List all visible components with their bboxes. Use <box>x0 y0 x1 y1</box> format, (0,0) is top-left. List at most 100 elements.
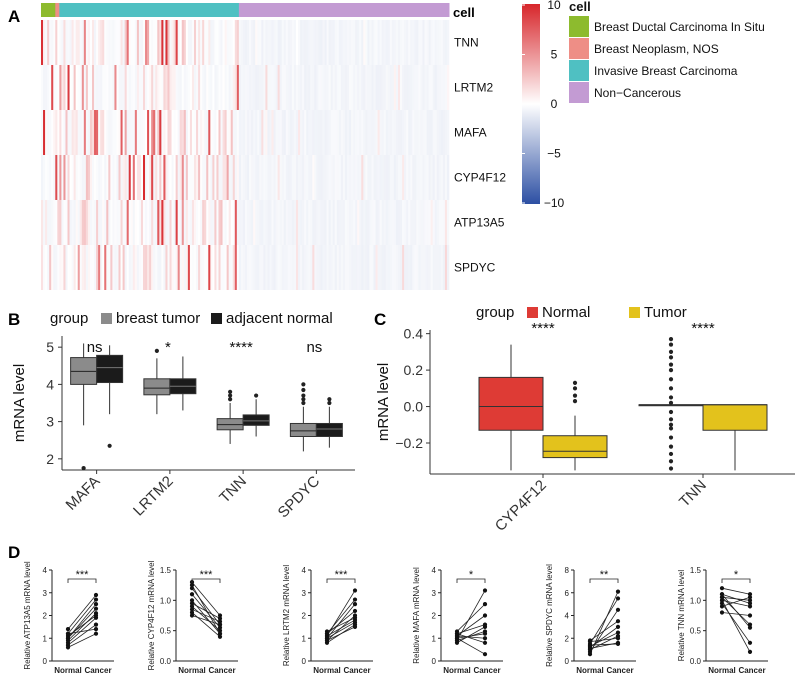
heatmap-annotation-bar <box>41 3 450 17</box>
heatmap-cell <box>53 200 56 245</box>
heatmap-cell <box>385 245 389 290</box>
heatmap-cell <box>318 65 321 110</box>
heatmap-cell <box>147 110 150 155</box>
heatmap-cell <box>363 200 366 245</box>
heatmap-cell <box>73 65 76 110</box>
heatmap-cell <box>151 65 154 110</box>
outlier-point <box>572 393 578 398</box>
heatmap-cell <box>59 65 62 110</box>
heatmap-cell <box>253 245 256 290</box>
pair-point-cancer <box>352 597 358 602</box>
heatmap-cell <box>369 65 372 110</box>
heatmap-cell <box>238 20 242 65</box>
heatmap-cell <box>53 245 56 290</box>
heatmap-cell <box>236 110 240 155</box>
heatmap-cell <box>179 155 183 200</box>
heatmap-cell <box>398 65 401 110</box>
pair-point-cancer <box>482 640 488 645</box>
heatmap-cell <box>200 65 203 110</box>
heatmap-cell <box>402 155 405 200</box>
heatmap-cell <box>145 245 148 290</box>
heatmap-cell <box>251 245 254 290</box>
pair-point-cancer <box>482 652 488 657</box>
pair-point-normal <box>65 631 71 636</box>
pair-point-cancer <box>352 602 358 607</box>
heatmap-cell <box>281 245 285 290</box>
heatmap-cell <box>296 20 299 65</box>
heatmap-cell <box>165 200 168 245</box>
cell-legend-swatch-1 <box>569 38 589 59</box>
heatmap-cell <box>349 200 352 245</box>
heatmap-cell <box>255 155 258 200</box>
heatmap-cell <box>71 155 74 200</box>
heatmap-cell <box>220 155 223 200</box>
heatmap-cell <box>134 110 138 155</box>
heatmap-cell <box>110 155 113 200</box>
row-label-spdyc: SPDYC <box>454 261 496 275</box>
heatmap-cell <box>438 110 442 155</box>
heatmap-cell <box>122 65 125 110</box>
heatmap-cell <box>387 245 391 290</box>
pair-point-cancer <box>482 588 488 593</box>
cell-legend-label-1: Breast Neoplasm, NOS <box>594 42 719 56</box>
heatmap-cell <box>302 20 305 65</box>
heatmap-cell <box>177 245 181 290</box>
heatmap-cell <box>438 65 442 110</box>
heatmap-cell <box>55 155 58 200</box>
heatmap-cell <box>273 245 276 290</box>
heatmap-cell <box>81 110 85 155</box>
pair-line <box>191 587 221 625</box>
outlier-point <box>154 348 159 353</box>
heatmap-cell <box>389 200 393 245</box>
y-axis-title: Relative CYP4F12 mRNA level <box>147 560 156 670</box>
heatmap-cell <box>59 20 62 65</box>
legend-label-breast-tumor: breast tumor <box>116 310 200 327</box>
heatmap-cell <box>181 245 185 290</box>
heatmap-cell <box>134 200 138 245</box>
heatmap-cell <box>128 65 132 110</box>
y-tick-label: 2 <box>43 612 48 621</box>
heatmap-cell <box>391 200 395 245</box>
heatmap-cell <box>43 65 46 110</box>
heatmap-cell <box>338 110 342 155</box>
heatmap-cell <box>167 20 170 65</box>
heatmap-cell <box>245 155 248 200</box>
heatmap-cell <box>157 20 160 65</box>
heatmap-cell <box>434 245 438 290</box>
heatmap-cell <box>422 245 425 290</box>
heatmap-cell <box>65 20 68 65</box>
heatmap-cell <box>110 65 113 110</box>
heatmap-cell <box>153 20 156 65</box>
y-axis-title: mRNA level <box>375 363 392 441</box>
x-label-cancer: Cancer <box>84 666 111 675</box>
heatmap-cell <box>153 65 156 110</box>
heatmap-cell <box>385 200 389 245</box>
heatmap-cell <box>361 200 364 245</box>
heatmap-cell <box>47 20 50 65</box>
heatmap-cell <box>293 65 297 110</box>
outlier-point <box>668 444 674 449</box>
heatmap-cell <box>324 200 327 245</box>
heatmap-cell <box>271 65 274 110</box>
heatmap-cell <box>167 110 170 155</box>
heatmap-cell <box>398 155 401 200</box>
heatmap-cell <box>332 20 336 65</box>
heatmap-cell <box>257 65 260 110</box>
heatmap-cell <box>238 245 242 290</box>
heatmap-cell <box>247 200 250 245</box>
heatmap-cell <box>400 245 403 290</box>
heatmap-cell <box>147 155 150 200</box>
y-axis-title: Relative ATP13A5 mRNA level <box>23 561 32 670</box>
heatmap-cell <box>85 110 89 155</box>
pair-point-normal <box>454 633 460 639</box>
heatmap-cell <box>222 65 225 110</box>
heatmap-cell <box>267 110 270 155</box>
heatmap-cell <box>353 245 356 290</box>
heatmap-cell <box>414 20 417 65</box>
heatmap-cell <box>430 200 433 245</box>
heatmap-cell <box>242 155 246 200</box>
heatmap-cell <box>342 155 346 200</box>
